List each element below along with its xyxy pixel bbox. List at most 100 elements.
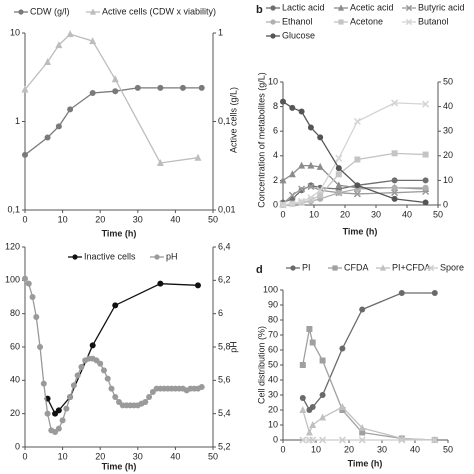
legend-marker — [89, 8, 97, 15]
legend-marker — [72, 254, 78, 260]
x-tick-label: 20 — [344, 444, 354, 454]
y-tick-label: 10 — [268, 76, 278, 86]
legend-marker — [427, 264, 435, 272]
marker — [319, 436, 327, 444]
legend-label: Active cells (CDW x viability) — [102, 6, 216, 16]
marker — [299, 395, 306, 401]
marker — [55, 123, 62, 130]
y-tick-label: 0 — [273, 199, 278, 209]
marker — [422, 100, 430, 108]
y-tick-label: 100 — [263, 284, 278, 294]
marker — [422, 199, 429, 206]
marker — [422, 151, 429, 158]
marker — [353, 117, 361, 125]
marker — [288, 200, 296, 208]
marker — [317, 192, 324, 199]
legend-label: Inactive cells — [84, 251, 136, 261]
legend-marker — [18, 9, 24, 15]
x-axis-title: Time (h) — [102, 461, 137, 471]
marker — [89, 37, 97, 45]
y-tick-label: 100 — [5, 275, 20, 285]
x-axis-title: Time (h) — [348, 458, 383, 468]
marker — [306, 326, 313, 332]
marker — [100, 367, 107, 374]
marker — [67, 106, 74, 113]
marker — [298, 185, 306, 193]
marker — [339, 345, 346, 352]
y-tick-label: 80 — [268, 314, 278, 324]
marker — [335, 154, 343, 162]
marker — [299, 406, 307, 413]
marker — [354, 182, 361, 189]
marker — [316, 162, 324, 170]
x-tick-label: 30 — [133, 451, 143, 461]
series-line — [302, 328, 435, 441]
legend-label: Butyric acid — [418, 2, 465, 12]
y-tick-label: 10 — [10, 27, 20, 37]
marker — [309, 404, 316, 410]
marker — [44, 134, 51, 141]
marker — [431, 436, 439, 444]
marker — [55, 425, 62, 432]
marker — [307, 124, 314, 131]
y2-tick-label: 6,2 — [218, 275, 231, 285]
marker — [59, 417, 66, 424]
y-tick-label: 70 — [268, 329, 278, 339]
marker — [358, 436, 366, 444]
legend-label: Acetic acid — [350, 2, 394, 12]
marker — [279, 201, 287, 209]
y-tick-label: 4 — [273, 150, 278, 160]
marker — [317, 134, 324, 141]
x-tick-label: 0 — [22, 214, 27, 224]
legend-marker — [290, 265, 296, 271]
marker — [280, 98, 286, 105]
marker — [289, 104, 296, 111]
y-tick-label: 8 — [273, 101, 278, 111]
marker — [194, 282, 201, 289]
y2-axis-title: Active cells (g/L) — [228, 87, 238, 153]
marker — [108, 385, 115, 392]
marker — [194, 153, 202, 161]
marker — [358, 424, 366, 431]
marker — [142, 399, 149, 405]
marker — [335, 181, 343, 189]
x-tick-label: 10 — [309, 209, 319, 219]
x-tick-label: 50 — [208, 451, 218, 461]
legend-marker — [379, 264, 387, 271]
marker — [391, 189, 399, 197]
marker — [307, 197, 314, 204]
marker — [156, 158, 164, 166]
legend-marker — [154, 254, 160, 260]
marker — [97, 360, 104, 367]
marker — [354, 156, 361, 163]
marker — [305, 428, 313, 436]
series-line — [282, 152, 426, 206]
marker — [198, 84, 205, 91]
marker — [391, 184, 398, 191]
y2-tick-label: 0,01 — [218, 204, 236, 214]
marker — [134, 84, 141, 91]
marker — [316, 186, 324, 194]
marker — [279, 176, 287, 184]
marker — [335, 189, 342, 196]
legend-label: Lactic acid — [282, 2, 325, 12]
legend-label: Glucose — [282, 30, 315, 40]
x-tick-label: 20 — [95, 451, 105, 461]
series-line — [24, 278, 202, 433]
legend-label: Ethanol — [282, 16, 313, 26]
y-tick-label: 30 — [268, 389, 278, 399]
series-line — [24, 87, 202, 156]
panel-label: d — [256, 264, 263, 276]
panel-label: b — [256, 4, 263, 16]
marker — [55, 41, 63, 49]
series-line — [24, 33, 199, 164]
y-tick-label: 0,1 — [7, 204, 20, 214]
y2-tick-label: 0 — [443, 199, 448, 209]
y-tick-label: 40 — [10, 375, 20, 385]
y-tick-label: 6 — [273, 126, 278, 136]
y-tick-label: 60 — [268, 344, 278, 354]
y2-tick-label: 40 — [443, 101, 453, 111]
marker — [422, 184, 429, 191]
marker — [157, 84, 164, 91]
